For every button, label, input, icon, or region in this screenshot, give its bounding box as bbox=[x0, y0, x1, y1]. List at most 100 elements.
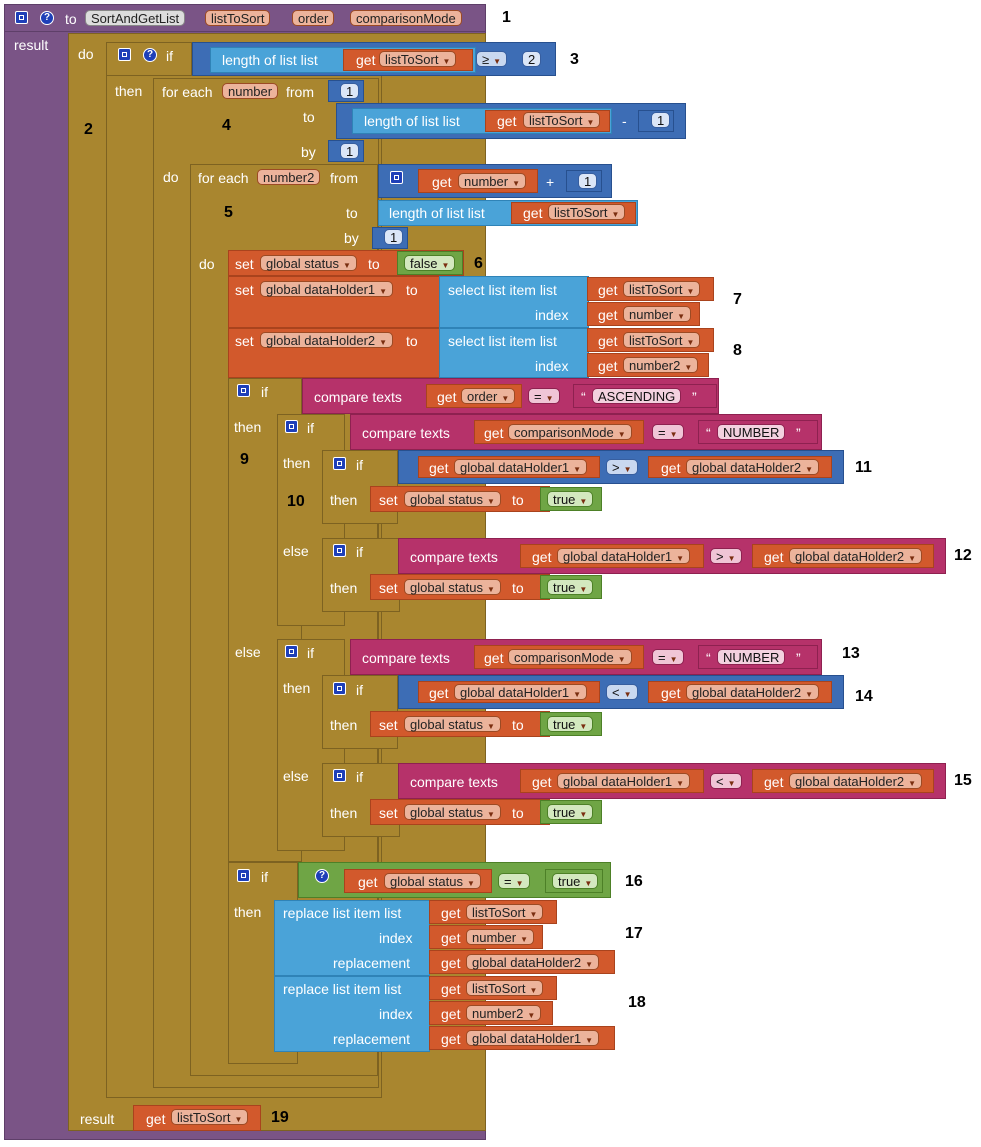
text-number[interactable]: NUMBER bbox=[717, 649, 786, 665]
var-number[interactable]: number ▼ bbox=[458, 173, 526, 189]
mutator-icon[interactable] bbox=[118, 48, 131, 61]
var-global-status[interactable]: global status ▼ bbox=[384, 873, 481, 889]
get-label: get bbox=[484, 425, 504, 441]
var-listToSort[interactable]: listToSort ▼ bbox=[548, 204, 626, 220]
var-comparisonMode[interactable]: comparisonMode ▼ bbox=[508, 649, 632, 665]
bool-true[interactable]: true ▼ bbox=[547, 716, 594, 732]
op-lt[interactable]: < ▼ bbox=[710, 773, 742, 789]
length-label: length of list list bbox=[222, 52, 318, 68]
mutator-icon[interactable] bbox=[333, 457, 346, 470]
annotation-14: 14 bbox=[855, 688, 873, 705]
op-eq[interactable]: = ▼ bbox=[528, 388, 560, 404]
var-global-dataHolder2[interactable]: global dataHolder2 ▼ bbox=[466, 954, 600, 970]
var-global-dataHolder2[interactable]: global dataHolder2 ▼ bbox=[686, 459, 820, 475]
help-icon[interactable]: ? bbox=[315, 869, 329, 883]
var-global-dataHolder2[interactable]: global dataHolder2 ▼ bbox=[686, 684, 820, 700]
param-listToSort[interactable]: listToSort bbox=[205, 10, 271, 26]
mutator-icon[interactable] bbox=[333, 769, 346, 782]
op-gte[interactable]: ≥ ▼ bbox=[476, 51, 508, 67]
to-label: to bbox=[512, 492, 524, 508]
number-1[interactable]: 1 bbox=[384, 229, 404, 245]
quote-close: ” bbox=[796, 650, 801, 666]
to-label: to bbox=[368, 256, 380, 272]
var-listToSort[interactable]: listToSort ▼ bbox=[523, 112, 601, 128]
length-label: length of list list bbox=[364, 113, 460, 129]
replace-list-item-block[interactable] bbox=[274, 900, 430, 976]
var-global-dataHolder1[interactable]: global dataHolder1 ▼ bbox=[557, 548, 691, 564]
procedure-name-field[interactable]: SortAndGetList bbox=[85, 10, 186, 26]
get-label: get bbox=[764, 549, 784, 565]
number-1[interactable]: 1 bbox=[340, 83, 360, 99]
var-global-status[interactable]: global status ▼ bbox=[404, 491, 501, 507]
number-1[interactable]: 1 bbox=[340, 143, 360, 159]
var-listToSort[interactable]: listToSort ▼ bbox=[623, 281, 701, 297]
var-listToSort[interactable]: listToSort ▼ bbox=[466, 904, 544, 920]
var-number[interactable]: number ▼ bbox=[466, 929, 534, 945]
get-label: get bbox=[598, 307, 618, 323]
mutator-icon[interactable] bbox=[390, 171, 403, 184]
var-global-status[interactable]: global status ▼ bbox=[404, 804, 501, 820]
var-global-dataHolder2[interactable]: global dataHolder2 ▼ bbox=[789, 548, 923, 564]
var-number[interactable]: number bbox=[222, 83, 279, 99]
text-number[interactable]: NUMBER bbox=[717, 424, 786, 440]
bool-true[interactable]: true ▼ bbox=[547, 804, 594, 820]
var-global-dataHolder1[interactable]: global dataHolder1 ▼ bbox=[466, 1030, 600, 1046]
number-1[interactable]: 1 bbox=[578, 173, 598, 189]
mutator-icon[interactable] bbox=[237, 869, 250, 882]
var-global-status[interactable]: global status ▼ bbox=[404, 716, 501, 732]
op-eq[interactable]: = ▼ bbox=[652, 649, 684, 665]
bool-true[interactable]: true ▼ bbox=[547, 491, 594, 507]
var-global-dataHolder1[interactable]: global dataHolder1 ▼ bbox=[454, 684, 588, 700]
var-global-status[interactable]: global status ▼ bbox=[260, 255, 357, 271]
var-listToSort[interactable]: listToSort ▼ bbox=[171, 1109, 249, 1125]
mutator-icon[interactable] bbox=[285, 420, 298, 433]
do-label: do bbox=[163, 169, 179, 185]
if-label: if bbox=[261, 384, 268, 400]
op-eq[interactable]: = ▼ bbox=[652, 424, 684, 440]
op-lt[interactable]: < ▼ bbox=[606, 684, 638, 700]
var-number[interactable]: number ▼ bbox=[623, 306, 691, 322]
get-label: get bbox=[441, 930, 461, 946]
var-number2[interactable]: number2 bbox=[257, 169, 321, 185]
op-gt[interactable]: > ▼ bbox=[606, 459, 638, 475]
if-label: if bbox=[356, 682, 363, 698]
var-number2[interactable]: number2 ▼ bbox=[623, 357, 699, 373]
mutator-icon[interactable] bbox=[15, 11, 28, 24]
var-listToSort[interactable]: listToSort ▼ bbox=[379, 51, 457, 67]
var-listToSort[interactable]: listToSort ▼ bbox=[466, 980, 544, 996]
var-listToSort[interactable]: listToSort ▼ bbox=[623, 332, 701, 348]
help-icon[interactable]: ? bbox=[40, 11, 54, 25]
var-global-dataHolder1[interactable]: global dataHolder1 ▼ bbox=[557, 773, 691, 789]
mutator-icon[interactable] bbox=[237, 384, 250, 397]
text-ascending[interactable]: ASCENDING bbox=[592, 388, 682, 404]
var-global-status[interactable]: global status ▼ bbox=[404, 579, 501, 595]
number-1[interactable]: 1 bbox=[651, 112, 671, 128]
var-global-dataHolder1[interactable]: global dataHolder1 ▼ bbox=[260, 281, 394, 297]
var-global-dataHolder2[interactable]: global dataHolder2 ▼ bbox=[789, 773, 923, 789]
var-global-dataHolder1[interactable]: global dataHolder1 ▼ bbox=[454, 459, 588, 475]
help-icon[interactable]: ? bbox=[143, 48, 157, 62]
bool-false[interactable]: false ▼ bbox=[404, 255, 456, 271]
annotation-17: 17 bbox=[625, 925, 643, 942]
select-list-item-block[interactable] bbox=[439, 276, 589, 328]
mutator-icon[interactable] bbox=[333, 544, 346, 557]
annotation-3: 3 bbox=[570, 51, 579, 68]
if-label: if bbox=[166, 48, 173, 64]
var-global-dataHolder2[interactable]: global dataHolder2 ▼ bbox=[260, 332, 394, 348]
op-eq[interactable]: = ▼ bbox=[498, 873, 530, 889]
number-2[interactable]: 2 bbox=[522, 51, 542, 67]
param-comparisonMode[interactable]: comparisonMode bbox=[350, 10, 462, 26]
mutator-icon[interactable] bbox=[333, 682, 346, 695]
var-number2[interactable]: number2 ▼ bbox=[466, 1005, 542, 1021]
var-comparisonMode[interactable]: comparisonMode ▼ bbox=[508, 424, 632, 440]
param-order[interactable]: order bbox=[292, 10, 335, 26]
var-order[interactable]: order ▼ bbox=[461, 388, 516, 404]
mutator-icon[interactable] bbox=[285, 645, 298, 658]
op-gt[interactable]: > ▼ bbox=[710, 548, 742, 564]
select-list-item-block[interactable] bbox=[439, 328, 589, 378]
then-label: then bbox=[283, 680, 311, 696]
bool-true[interactable]: true ▼ bbox=[552, 873, 599, 889]
replace-list-item-block[interactable] bbox=[274, 976, 430, 1052]
for-each-label: for each bbox=[198, 170, 249, 186]
bool-true[interactable]: true ▼ bbox=[547, 579, 594, 595]
